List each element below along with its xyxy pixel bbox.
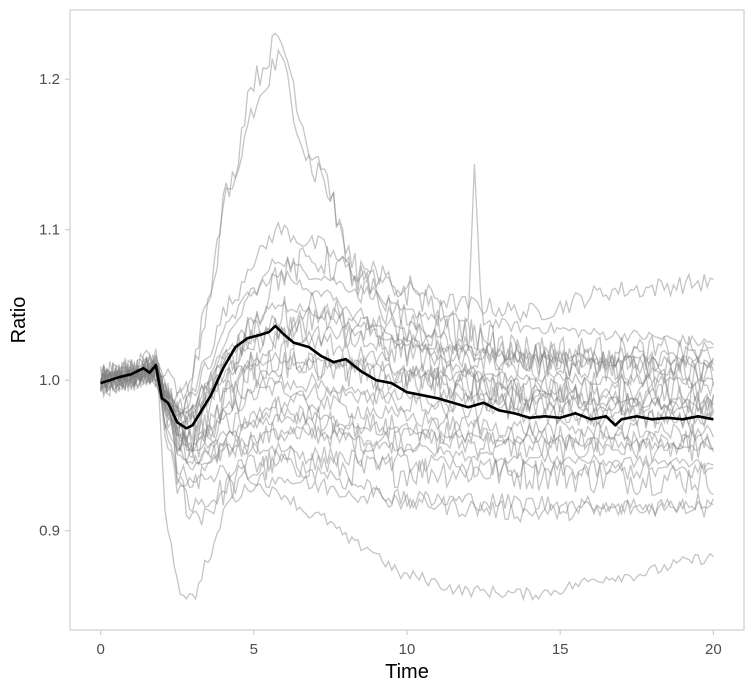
individual-series-line [100, 339, 715, 442]
x-tick-label: 5 [250, 641, 258, 658]
individual-series-line [100, 363, 714, 452]
x-tick-label: 0 [96, 641, 104, 658]
individual-series-line [100, 359, 715, 465]
axes-group: 0 5 10 15 20 0.9 1.0 1.1 1.2 [39, 71, 722, 658]
individual-series-line [100, 220, 714, 418]
individual-series-line [100, 300, 714, 415]
individual-series-line [99, 364, 714, 518]
y-tick-label: 1.2 [39, 71, 60, 88]
individual-series-line [99, 322, 714, 437]
y-tick-label: 0.9 [39, 523, 60, 540]
individual-series-line [100, 32, 714, 401]
y-tick-label: 1.1 [39, 222, 60, 239]
individual-series-line [100, 367, 715, 490]
individual-series-line [100, 363, 715, 453]
individual-series-line [100, 268, 714, 414]
individual-series-line [100, 362, 714, 481]
individual-series-line [100, 366, 714, 524]
individual-series-line [99, 354, 714, 526]
individual-series-line [99, 347, 715, 459]
x-tick-label: 15 [552, 641, 569, 658]
individual-series-line [99, 245, 715, 445]
individual-series-line [100, 164, 714, 429]
individual-series-line [99, 48, 714, 406]
individual-series-line [99, 291, 715, 453]
individual-series-line [99, 359, 714, 453]
mean-series-group [100, 324, 714, 430]
plot-panel [69, 9, 745, 631]
mean-series-line [100, 324, 714, 430]
individual-series-line [100, 351, 714, 421]
x-axis-title: Time [385, 661, 429, 683]
y-tick-label: 1.0 [39, 372, 60, 389]
individual-series-line [100, 365, 714, 602]
individual-series-line [100, 316, 715, 418]
x-tick-label: 10 [399, 641, 416, 658]
individual-series-line [100, 367, 714, 471]
individual-series-line [99, 364, 714, 458]
y-axis-title: Ratio [8, 297, 30, 344]
x-tick-label: 20 [705, 641, 722, 658]
individual-series-group [99, 32, 715, 602]
individual-series-line [99, 295, 715, 439]
